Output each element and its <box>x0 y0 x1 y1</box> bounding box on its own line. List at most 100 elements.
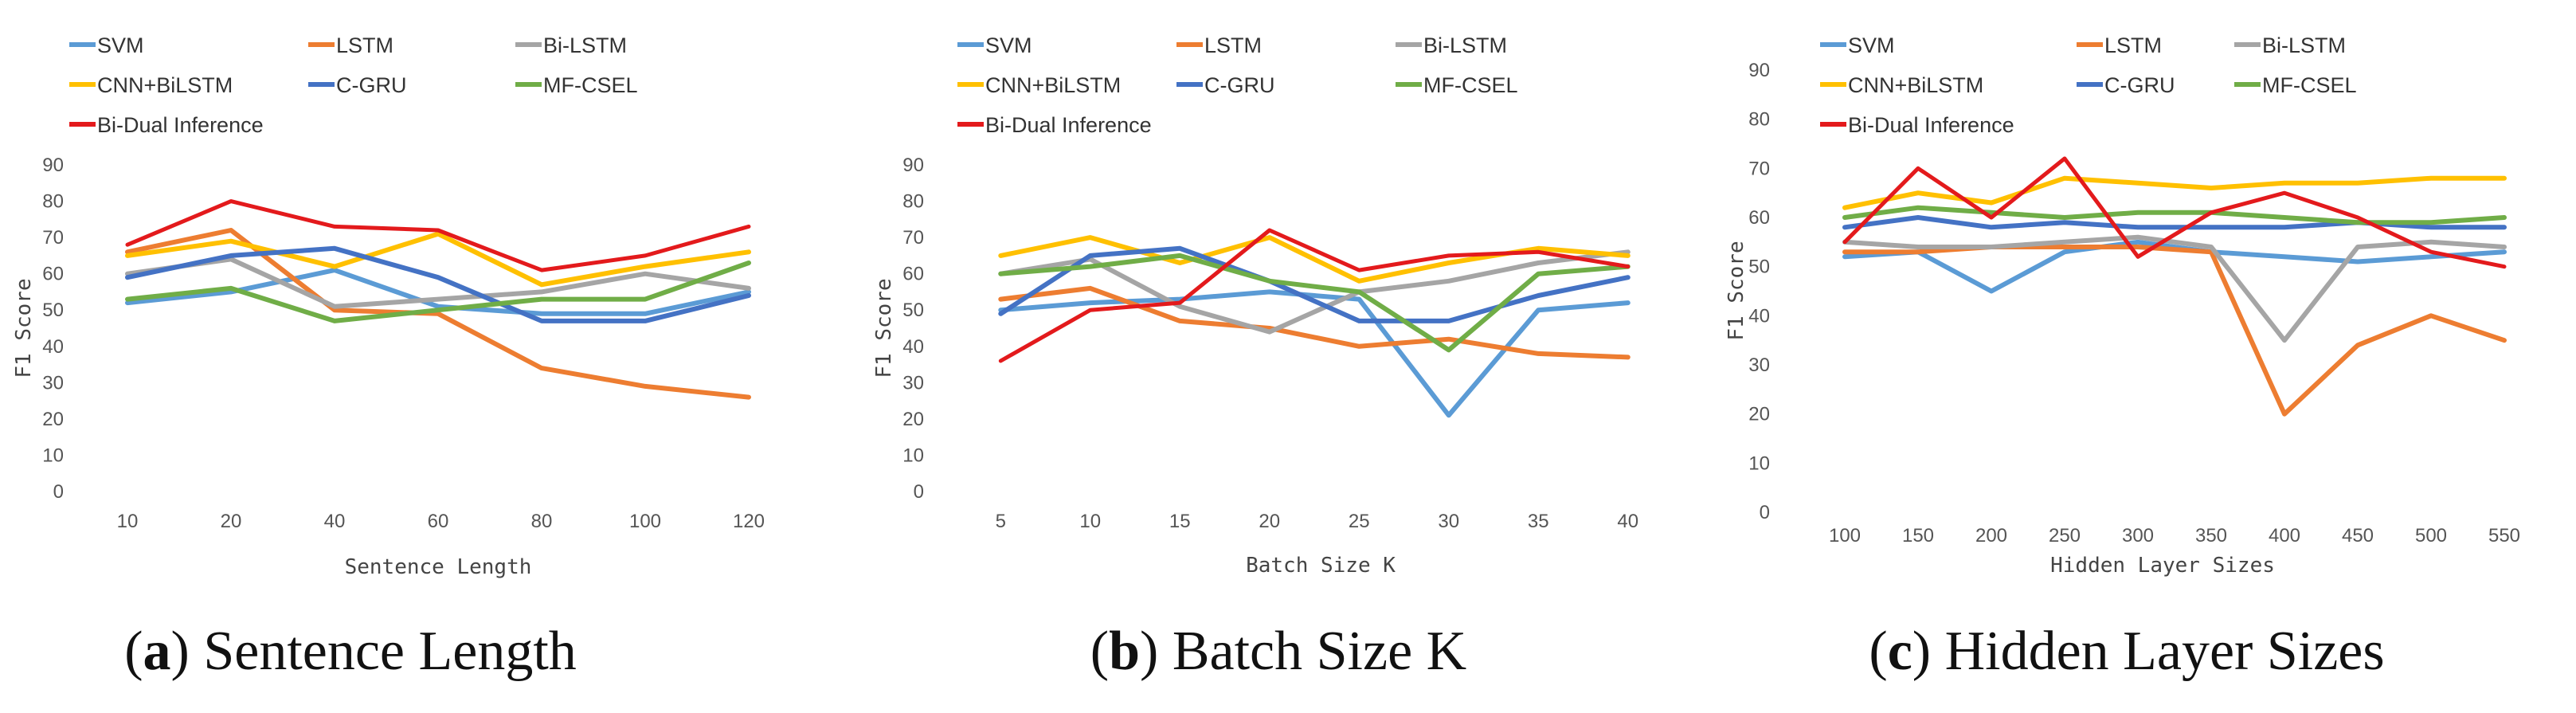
caption-paren-close: ) <box>1140 621 1173 682</box>
legend-label: SVM <box>97 33 144 57</box>
y-tick-label: 70 <box>1748 158 1770 179</box>
series-line-svm <box>998 289 1631 418</box>
x-axis-title: Sentence Length <box>345 555 532 579</box>
panel-caption: (c) Hidden Layer Sizes <box>1869 621 2384 682</box>
y-tick-label: 0 <box>1760 502 1770 523</box>
x-tick-label: 450 <box>2342 525 2374 547</box>
y-tick-label: 0 <box>53 481 64 503</box>
y-tick-label: 60 <box>1748 207 1770 229</box>
y-tick-label: 80 <box>902 191 924 213</box>
y-tick-label: 70 <box>42 227 64 249</box>
x-tick-label: 200 <box>1975 525 2007 547</box>
legend-label: C-GRU <box>336 73 407 97</box>
x-tick-label: 500 <box>2415 525 2447 547</box>
x-tick-label: 250 <box>2049 525 2081 547</box>
y-tick-label: 30 <box>1748 355 1770 376</box>
x-tick-label: 35 <box>1528 511 1549 532</box>
y-tick-label: 50 <box>42 300 64 321</box>
y-tick-label: 10 <box>1748 452 1770 474</box>
y-tick-label: 30 <box>42 372 64 394</box>
legend-label: CNN+BiLSTM <box>97 73 233 97</box>
y-tick-label: 50 <box>1748 257 1770 278</box>
x-axis-title: Hidden Layer Sizes <box>2050 554 2275 578</box>
y-tick-label: 40 <box>1748 305 1770 327</box>
y-axis-title: F1 Score <box>1725 241 1748 340</box>
legend-label: LSTM <box>1204 33 1262 57</box>
y-tick-label: 20 <box>42 409 64 430</box>
y-tick-label: 10 <box>42 445 64 466</box>
x-tick-label: 100 <box>1829 525 1861 547</box>
y-tick-label: 90 <box>902 155 924 176</box>
caption-paren-open: ( <box>1090 621 1109 682</box>
x-axis-title: Batch Size K <box>1246 554 1396 578</box>
legend-label: CNN+BiLSTM <box>1848 73 1983 97</box>
x-tick-label: 30 <box>1438 511 1459 532</box>
x-tick-label: 350 <box>2195 525 2227 547</box>
panel-caption: (b) Batch Size K <box>1090 621 1466 682</box>
x-tick-label: 5 <box>996 511 1006 532</box>
y-tick-label: 0 <box>914 481 924 503</box>
y-tick-label: 40 <box>42 336 64 358</box>
legend-label: Bi-LSTM <box>2262 33 2346 57</box>
legend-label: MF-CSEL <box>543 73 638 97</box>
x-tick-label: 10 <box>117 511 139 532</box>
series-line-c-gru <box>1842 215 2507 230</box>
panel-caption: (a) Sentence Length <box>124 621 577 682</box>
caption-paren-open: ( <box>124 621 143 682</box>
series-line-svm <box>125 268 751 316</box>
x-tick-label: 60 <box>428 511 449 532</box>
series-line-bi-dual-inference <box>125 199 751 272</box>
x-tick-label: 40 <box>1617 511 1638 532</box>
caption-text: Batch Size K <box>1173 621 1466 682</box>
series-line-c-gru <box>998 245 1631 323</box>
x-tick-label: 100 <box>629 511 661 532</box>
caption-text: Sentence Length <box>203 621 576 682</box>
legend-label: LSTM <box>336 33 393 57</box>
caption-text: Hidden Layer Sizes <box>1945 621 2385 682</box>
series-line-mf-csel <box>998 253 1631 353</box>
x-tick-label: 10 <box>1079 511 1101 532</box>
x-tick-label: 150 <box>1902 525 1934 547</box>
series-line-lstm <box>1842 245 2507 417</box>
caption-paren-close: ) <box>171 621 204 682</box>
x-tick-label: 120 <box>733 511 765 532</box>
legend-label: SVM <box>1848 33 1895 57</box>
legend-label: Bi-Dual Inference <box>97 113 264 137</box>
legend-label: CNN+BiLSTM <box>985 73 1121 97</box>
series-line-lstm <box>998 285 1631 360</box>
y-tick-label: 20 <box>902 409 924 430</box>
x-tick-label: 80 <box>531 511 553 532</box>
caption-paren-open: ( <box>1869 621 1887 682</box>
x-tick-label: 40 <box>324 511 346 532</box>
caption-letter: a <box>143 621 171 682</box>
series-line-bi-dual-inference <box>998 228 1631 363</box>
y-tick-label: 90 <box>42 155 64 176</box>
legend-label: Bi-LSTM <box>1423 33 1507 57</box>
chart-panel-b: SVM LSTM Bi-LSTM CNN+BiLSTM C-GRU MF-CSEL Bi-D… <box>872 33 1638 682</box>
series-line-mf-csel <box>1842 205 2507 225</box>
series-line-cnn-bilstm <box>125 231 751 288</box>
y-tick-label: 70 <box>902 227 924 249</box>
legend-label: SVM <box>985 33 1032 57</box>
legend-label: MF-CSEL <box>2262 73 2357 97</box>
legend-label: C-GRU <box>1204 73 1275 97</box>
legend-label: Bi-LSTM <box>543 33 627 57</box>
series-line-cnn-bilstm <box>1842 175 2507 210</box>
y-tick-label: 10 <box>902 445 924 466</box>
series-line-bi-lstm <box>1842 234 2507 343</box>
caption-letter: c <box>1888 621 1912 682</box>
y-tick-label: 40 <box>902 336 924 358</box>
chart-panel-a: SVM LSTM Bi-LSTM CNN+BiLSTM C-GRU MF-CSEL Bi-D… <box>12 33 765 682</box>
x-tick-label: 300 <box>2122 525 2154 547</box>
series-line-bi-dual-inference <box>1842 156 2507 269</box>
legend-label: C-GRU <box>2104 73 2175 97</box>
y-axis-title: F1 Score <box>872 278 896 378</box>
x-tick-label: 20 <box>221 511 242 532</box>
y-tick-label: 30 <box>902 372 924 394</box>
x-tick-label: 550 <box>2488 525 2520 547</box>
x-tick-label: 15 <box>1169 511 1191 532</box>
legend-label: MF-CSEL <box>1423 73 1518 97</box>
chart-panel-c: SVM LSTM Bi-LSTM CNN+BiLSTM C-GRU MF-CSEL Bi-D… <box>1725 33 2520 682</box>
legend-label: Bi-Dual Inference <box>1848 113 2014 137</box>
